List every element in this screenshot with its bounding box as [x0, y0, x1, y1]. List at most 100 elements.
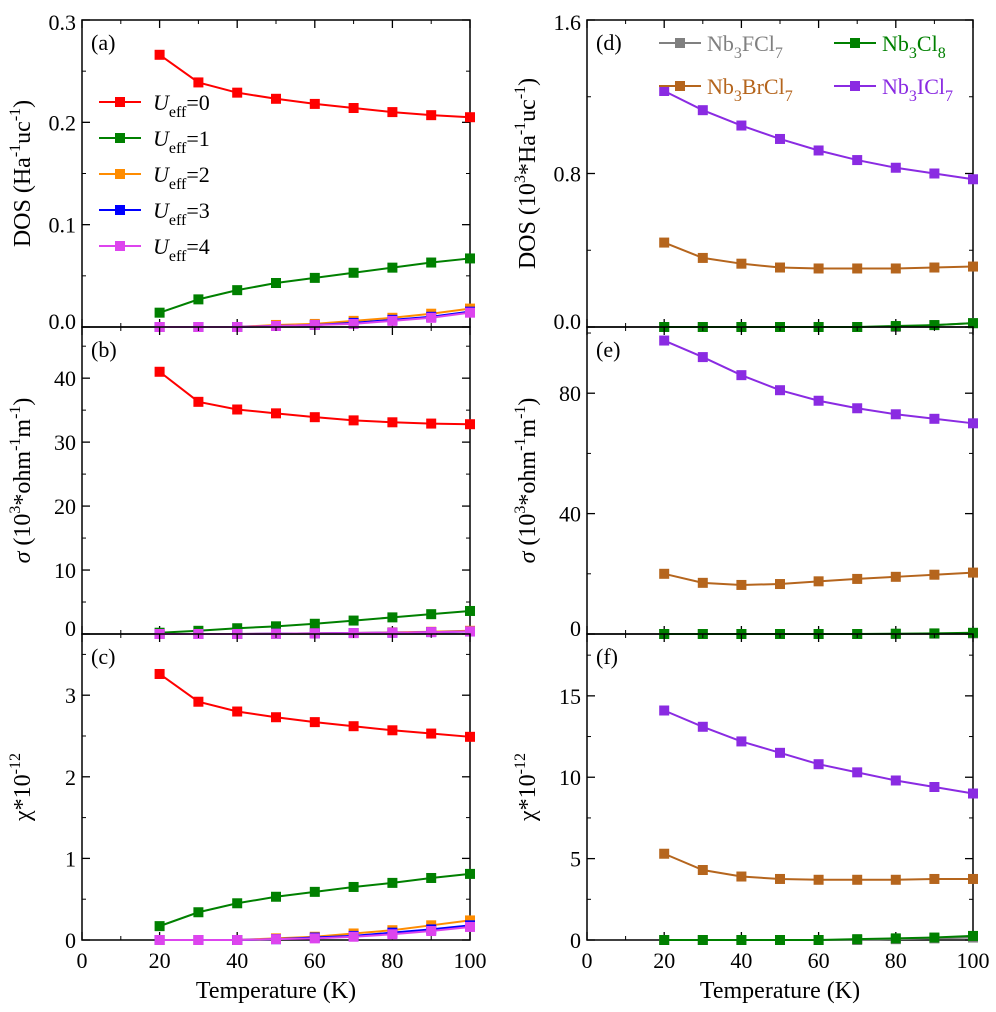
data-point-Nb3ICl7	[929, 168, 940, 179]
data-point-Nb3BrCl7	[813, 263, 824, 274]
data-point-Ueff=0	[232, 706, 243, 717]
legend-marker	[850, 38, 860, 48]
panel-label: (c)	[91, 644, 115, 669]
data-point-Nb3Cl8	[813, 935, 824, 945]
data-point-Ueff=4	[193, 935, 204, 945]
panel-label: (f)	[596, 644, 618, 669]
data-point-Ueff=1	[154, 921, 165, 932]
y-tick-label: 0.0	[554, 309, 582, 334]
panel-c: 0 20 40 60 80 100 0 1 2 3 (c) χ*10-12 Temperature (K…	[7, 633, 487, 1004]
data-point-Nb3ICl7	[968, 788, 978, 799]
data-point-Ueff=0	[193, 696, 204, 707]
panel-frame	[586, 19, 974, 328]
data-point-Nb3Cl8	[852, 934, 863, 945]
data-point-Ueff=1	[426, 257, 437, 268]
data-point-Ueff=0	[426, 418, 437, 429]
data-point-Ueff=0	[387, 725, 398, 736]
data-point-Ueff=1	[387, 877, 398, 888]
y-axis-title: χ*10-12	[7, 753, 36, 822]
data-point-Nb3BrCl7	[736, 579, 747, 590]
legend-marker	[115, 169, 125, 179]
y-axis-title: DOS (Ha-1uc-1)	[7, 100, 36, 247]
x-tick-label: 100	[454, 948, 487, 973]
y-tick-label: 40	[559, 502, 581, 527]
data-point-Nb3ICl7	[697, 721, 708, 732]
data-point-Nb3ICl7	[775, 133, 785, 144]
data-point-Nb3BrCl7	[852, 263, 863, 274]
y-tick-label: 0.3	[49, 10, 77, 35]
legend-label: Nb3FCl7	[707, 31, 783, 62]
data-point-Nb3ICl7	[659, 705, 670, 716]
y-tick-label: 0	[65, 616, 76, 641]
legend-marker	[115, 133, 125, 143]
data-point-Nb3BrCl7	[775, 262, 785, 273]
data-point-Ueff=0	[426, 728, 437, 739]
panel-label: (b)	[91, 337, 117, 362]
data-point-Nb3ICl7	[890, 409, 901, 420]
y-tick-label: 2	[65, 765, 76, 790]
data-point-Ueff=1	[309, 886, 320, 897]
data-point-Nb3Cl8	[659, 935, 670, 945]
x-tick-label: 80	[381, 948, 403, 973]
data-point-Nb3ICl7	[697, 352, 708, 363]
y-tick-label: 0.0	[49, 309, 77, 334]
legend-label: Ueff=2	[153, 162, 210, 193]
data-point-Nb3ICl7	[736, 370, 747, 381]
data-point-Nb3BrCl7	[929, 262, 940, 273]
data-point-Nb3Cl8	[775, 935, 785, 945]
data-point-Ueff=0	[309, 412, 320, 423]
series-line-Nb3ICl7	[663, 339, 974, 425]
data-point-Ueff=1	[271, 891, 281, 902]
y-tick-label: 0.2	[49, 110, 77, 135]
data-point-Ueff=1	[348, 881, 359, 892]
y-tick-label: 5	[570, 847, 581, 872]
data-point-Ueff=0	[348, 721, 359, 732]
y-tick-label: 30	[54, 430, 76, 455]
data-point-Nb3BrCl7	[890, 571, 901, 582]
data-point-Nb3ICl7	[813, 759, 824, 770]
data-point-Nb3BrCl7	[659, 848, 670, 859]
data-point-Nb3Cl8	[890, 321, 901, 332]
data-point-Nb3BrCl7	[659, 237, 670, 248]
data-point-Ueff=0	[271, 408, 281, 419]
y-axis-title: σ (103*ohm-1m-1)	[512, 398, 541, 564]
data-point-Ueff=1	[426, 872, 437, 883]
data-point-Ueff=0	[232, 404, 243, 415]
data-point-Ueff=0	[154, 668, 165, 679]
data-point-Nb3BrCl7	[890, 263, 901, 274]
data-point-Ueff=1	[309, 618, 320, 629]
data-point-Nb3ICl7	[968, 418, 978, 429]
panel-a: 0.0 0.1 0.2 0.3 (a) DOS (Ha-1uc-1)	[7, 10, 475, 334]
data-point-Ueff=0	[271, 712, 281, 723]
data-point-Ueff=4	[387, 315, 398, 326]
data-point-Nb3Cl8	[968, 318, 978, 329]
legend-label: Ueff=3	[153, 198, 210, 229]
data-point-Nb3BrCl7	[736, 258, 747, 269]
y-tick-label: 1	[65, 846, 76, 871]
panel-label: (d)	[596, 30, 622, 55]
y-axis-title: DOS (103*Ha-1uc-1)	[512, 78, 541, 269]
data-point-Ueff=1	[193, 907, 204, 918]
data-point-Ueff=0	[154, 49, 165, 60]
data-point-Ueff=0	[154, 366, 165, 377]
data-point-Ueff=0	[426, 110, 437, 121]
data-point-Nb3ICl7	[659, 85, 670, 96]
data-point-Nb3ICl7	[929, 782, 940, 792]
y-tick-label: 10	[559, 765, 581, 790]
data-point-Nb3ICl7	[813, 145, 824, 156]
data-point-Ueff=4	[348, 931, 359, 942]
y-tick-label: 3	[65, 683, 76, 708]
y-tick-label: 80	[559, 381, 581, 406]
data-point-Nb3BrCl7	[697, 252, 708, 263]
x-tick-label: 20	[653, 948, 675, 973]
data-point-Ueff=0	[309, 98, 320, 109]
series-line-Ueff=1	[159, 257, 471, 314]
data-point-Nb3ICl7	[775, 385, 785, 396]
data-point-Ueff=1	[348, 267, 359, 278]
data-point-Nb3BrCl7	[968, 261, 978, 272]
data-point-Nb3BrCl7	[659, 568, 670, 579]
data-point-Ueff=4	[154, 935, 165, 945]
y-tick-label: 0.1	[49, 213, 77, 238]
data-point-Ueff=4	[271, 320, 281, 331]
